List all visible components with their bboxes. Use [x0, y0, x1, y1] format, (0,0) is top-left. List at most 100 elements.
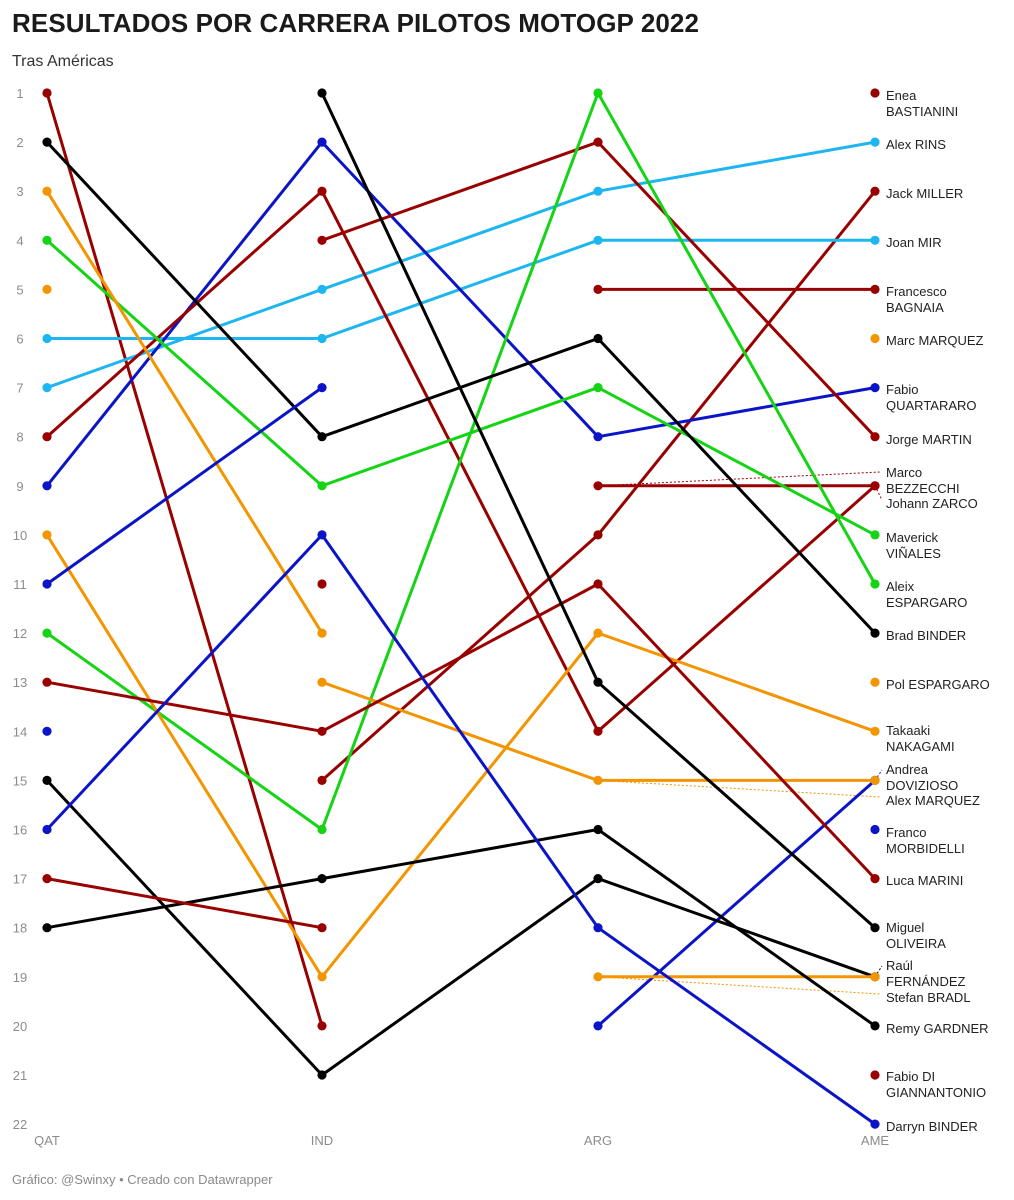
label-line: Johann ZARCO [886, 496, 978, 511]
label-line: Jorge MARTIN [886, 432, 972, 447]
y-tick-label: 17 [13, 872, 27, 887]
label-jack-miller: Jack MILLER [886, 186, 963, 201]
data-point-fabio-quartararo [870, 383, 880, 393]
label-alex-marquez: Alex MARQUEZ [886, 793, 980, 808]
series-line-maverick-vinales [45, 238, 877, 537]
label-johann-zarco: Johann ZARCO [886, 496, 978, 511]
data-point-alex-marquez [593, 775, 603, 786]
data-point-takaaki-nakagami [317, 972, 327, 982]
data-point-marco-bezzecchi [593, 481, 603, 491]
data-point-joan-mir [593, 235, 603, 245]
data-point-brad-binder [317, 432, 327, 442]
label-line: Jack MILLER [886, 186, 963, 201]
label-brad-binder: Brad BINDER [886, 628, 966, 643]
data-point-franco-morbidelli [870, 824, 880, 835]
data-point-johann-zarco [593, 726, 603, 736]
data-point-johann-zarco [870, 481, 880, 491]
data-point-brad-binder [870, 628, 880, 638]
label-miguel-oliveira: Miguel OLIVEIRA [886, 920, 946, 951]
y-tick-label: 1 [16, 86, 23, 101]
label-line: Joan MIR [886, 235, 942, 250]
data-point-remy-gardner [317, 874, 327, 884]
y-tick-label: 5 [16, 282, 23, 297]
label-joan-mir: Joan MIR [886, 235, 942, 250]
y-tick-label: 21 [13, 1068, 27, 1083]
y-tick-label: 22 [13, 1117, 27, 1132]
data-point-joan-mir [317, 333, 327, 344]
y-tick-label: 6 [16, 332, 23, 347]
label-line: Franco [886, 825, 926, 840]
label-line: FERNÁNDEZ [886, 974, 966, 989]
x-tick-label: IND [311, 1133, 333, 1148]
label-line: QUARTARARO [886, 398, 977, 413]
label-maverick-vinales: Maverick VIÑALES [886, 530, 941, 561]
data-point-takaaki-nakagami [593, 628, 603, 638]
label-marco-bezzecchi: Marco BEZZECCHI [886, 465, 960, 496]
series-line-fabio-di-giannantonio [45, 877, 324, 930]
data-point-jorge-martin [317, 235, 327, 245]
direct-labels: Enea BASTIANINI Alex RINS Jack MILLER Joan M… [886, 88, 990, 1134]
data-point-luca-marini [593, 579, 603, 589]
series-points [42, 88, 880, 1129]
data-point-francesco-bagnaia [870, 284, 880, 294]
data-point-alex-rins [317, 284, 327, 294]
label-raul-fernandez: Raúl FERNÁNDEZ [886, 958, 966, 989]
y-tick-label: 3 [16, 184, 23, 199]
data-point-fabio-quartararo [593, 432, 603, 442]
label-line: Marco [886, 465, 922, 480]
series-line-andrea-dovizioso [596, 778, 877, 1028]
data-point-aleix-espargaro [42, 628, 52, 638]
label-luca-marini: Luca MARINI [886, 873, 963, 888]
data-point-luca-marini [317, 726, 327, 736]
label-line: MORBIDELLI [886, 841, 965, 856]
label-line: VIÑALES [886, 546, 941, 561]
label-fabio-di-giannantonio: Fabio DI GIANNANTONIO [886, 1069, 986, 1100]
label-line: Andrea [886, 762, 929, 777]
data-point-brad-binder [42, 137, 52, 147]
data-point-fabio-di-giannantonio [42, 874, 52, 884]
data-point-maverick-vinales [42, 235, 52, 245]
label-line: BEZZECCHI [886, 481, 960, 496]
label-line: GIANNANTONIO [886, 1085, 986, 1100]
label-jorge-martin: Jorge MARTIN [886, 432, 972, 447]
data-point-enea-bastianini [870, 88, 880, 98]
data-point-darryn-binder [870, 1119, 880, 1129]
label-franco-morbidelli: Franco MORBIDELLI [886, 825, 965, 856]
data-point-jorge-martin [870, 432, 880, 442]
y-tick-label: 2 [16, 135, 23, 150]
y-tick-label: 12 [13, 626, 27, 641]
series-line-franco-morbidelli [45, 386, 324, 586]
series-line-aleix-espargaro [45, 91, 877, 831]
y-tick-label: 10 [13, 528, 27, 543]
series-line-enea-bastianini [45, 91, 324, 1028]
label-line: Aleix [886, 579, 915, 594]
label-line: BAGNAIA [886, 300, 944, 315]
label-line: OLIVEIRA [886, 936, 946, 951]
y-tick-label: 13 [13, 675, 27, 690]
label-marc-marquez: Marc MARQUEZ [886, 333, 984, 348]
label-line: Marc MARQUEZ [886, 333, 984, 348]
label-stefan-bradl: Stefan BRADL [886, 990, 971, 1005]
data-point-alex-marquez [317, 677, 327, 687]
label-line: Enea [886, 88, 917, 103]
data-point-johann-zarco [42, 432, 52, 442]
x-axis-ticks: QAT IND ARG AME [34, 1133, 889, 1148]
label-alex-rins: Alex RINS [886, 137, 946, 152]
y-tick-label: 20 [13, 1019, 27, 1034]
chart-credit: Gráfico: @Swinxy • Creado con Datawrappe… [12, 1172, 273, 1187]
data-point-enea-bastianini [317, 1021, 327, 1031]
series-line-luca-marini [45, 582, 877, 881]
data-point-jack-miller [593, 530, 603, 540]
series-line-fabio-quartararo [45, 140, 877, 488]
data-point-andrea-dovizioso [593, 1021, 603, 1031]
series-line-remy-gardner [45, 828, 877, 1028]
label-line: Alex RINS [886, 137, 946, 152]
label-darryn-binder: Darryn BINDER [886, 1119, 978, 1134]
data-point-raul-fernandez [317, 1070, 327, 1080]
data-point-maverick-vinales [870, 530, 880, 540]
label-fabio-quartararo: Fabio QUARTARARO [886, 382, 977, 413]
series-lines [45, 91, 877, 1126]
data-point-luca-marini [870, 874, 880, 884]
